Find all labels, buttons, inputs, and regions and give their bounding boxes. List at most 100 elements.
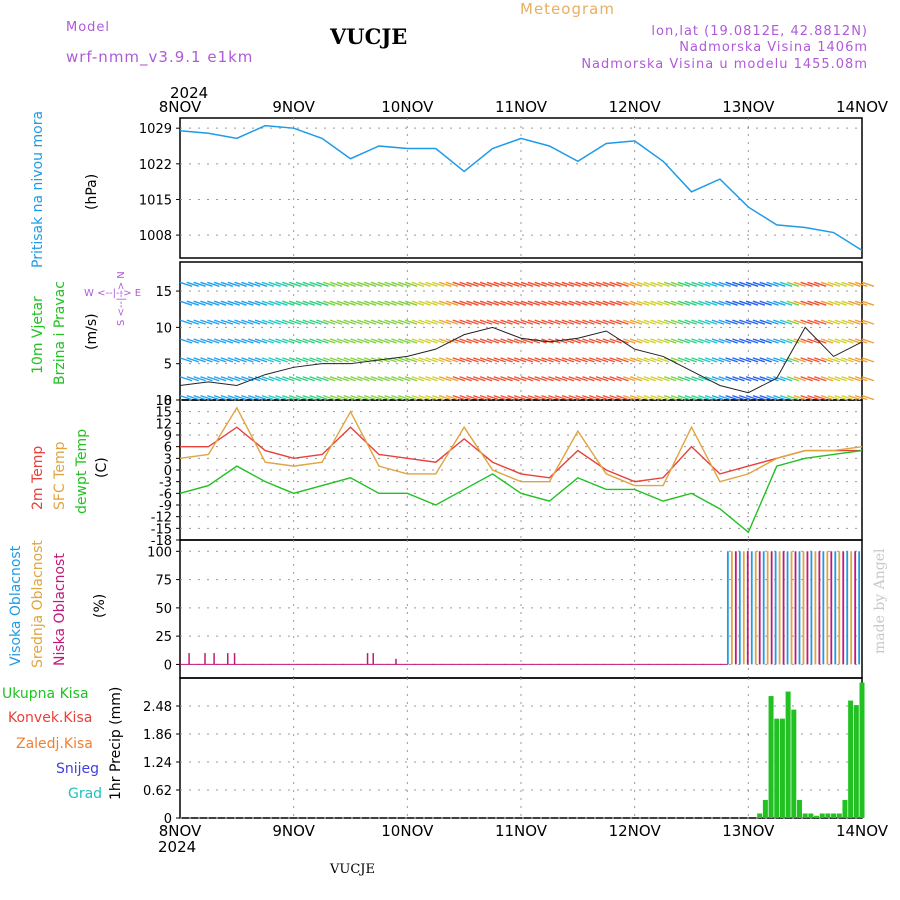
wind-barb (459, 357, 472, 363)
precip-bar (757, 813, 763, 818)
wind-barb (834, 319, 847, 325)
wind-barb (227, 394, 240, 401)
wind-barb (179, 281, 193, 288)
precip-bar (819, 813, 825, 818)
wind-barb (623, 394, 636, 401)
time-label-bottom-3: 11NOV (495, 822, 548, 840)
wind-barb (800, 394, 813, 401)
wind-barb (452, 394, 466, 401)
wind-barb (725, 319, 738, 325)
wind-barb (438, 376, 452, 382)
wind-barb (793, 281, 807, 288)
wind-barb (745, 281, 759, 288)
wind-barb (220, 300, 234, 306)
wind-barb (445, 394, 459, 401)
wind-barb (207, 394, 220, 401)
precip-bar (859, 682, 865, 818)
wind-barb (854, 357, 868, 363)
wind-barb (814, 281, 827, 288)
wind-barb (766, 376, 779, 382)
wind-barb (718, 319, 732, 325)
wind-barb (520, 394, 534, 401)
wind-barb (186, 338, 200, 344)
wind-barb (179, 300, 193, 306)
wind-barb (357, 281, 370, 288)
wind-barb (691, 338, 704, 344)
lonlat-label: lon,lat (19.0812E, 42.8812N) (651, 24, 868, 39)
wind-barb (254, 338, 268, 344)
wind-barb (807, 357, 820, 363)
wind-barb (602, 357, 616, 363)
wind-barb (684, 281, 697, 288)
precip-bar (768, 696, 774, 818)
wind-barb (241, 319, 254, 325)
wind-barb (793, 376, 807, 382)
wind-barb (711, 394, 725, 401)
wind-barb (261, 300, 275, 306)
wind-barb (827, 357, 841, 363)
wind-barb (247, 338, 261, 344)
wind-barb (575, 300, 588, 306)
wind-barb (691, 319, 704, 325)
wind-barb (766, 300, 779, 306)
temperature-tick-label-2: 12 (155, 417, 172, 432)
wind-barb (643, 338, 656, 344)
wind-barb (377, 300, 391, 306)
wind-barb (513, 394, 527, 401)
wind-barb (282, 300, 295, 306)
wind-barb (507, 357, 520, 363)
wind-barb (527, 357, 541, 363)
wind-barb (438, 281, 452, 288)
wind-barb (329, 376, 343, 382)
wind-barb (575, 281, 588, 288)
temperature-tick-label-1: 15 (155, 406, 172, 421)
wind-barb (200, 338, 213, 344)
wind-barb (609, 357, 622, 363)
wind-barb (322, 376, 336, 382)
wind-barb (739, 300, 752, 306)
wind-barb (541, 281, 554, 288)
wind-barb (575, 394, 588, 401)
wind-barb (582, 319, 595, 325)
wind-barb (807, 338, 820, 344)
wind-barb (254, 319, 268, 325)
wind-barb (513, 300, 527, 306)
wind-barb (575, 376, 588, 382)
wind-barb (343, 300, 356, 306)
wind-barb (807, 376, 820, 382)
wind-barb (432, 319, 445, 325)
wind-barb (670, 376, 684, 382)
wind-barb (636, 281, 650, 288)
temperature-frame (179, 399, 863, 541)
precip-bar (853, 705, 859, 818)
wind-barb (684, 300, 697, 306)
wind-barb (527, 281, 541, 288)
wind-barb (500, 394, 513, 401)
wind-barb (370, 319, 384, 325)
wind-barb (786, 281, 800, 288)
wind-barb (411, 376, 425, 382)
wind-barb (745, 357, 759, 363)
wind-barb (343, 394, 356, 401)
wind-barb (213, 281, 227, 288)
wind-barb (302, 319, 315, 325)
wind-barb (207, 376, 220, 382)
time-label-bottom-5: 13NOV (722, 822, 775, 840)
wind-barb (779, 338, 793, 344)
wind-barb (302, 300, 315, 306)
precip-tick-label-1: 1.86 (143, 728, 172, 743)
wind-barb (759, 376, 772, 382)
wind-barb (773, 281, 786, 288)
wind-barb (861, 319, 875, 325)
wind-barb (793, 319, 807, 325)
wind-barb (636, 357, 650, 363)
wind-barb (739, 394, 752, 401)
wind-barb (588, 394, 602, 401)
wind-barb (466, 394, 479, 401)
precip-frame (179, 677, 863, 819)
wind-barb (718, 376, 732, 382)
wind-barb (186, 281, 200, 288)
wind-barb (657, 357, 670, 363)
wind-barb (350, 394, 363, 401)
wind-barb (814, 338, 827, 344)
